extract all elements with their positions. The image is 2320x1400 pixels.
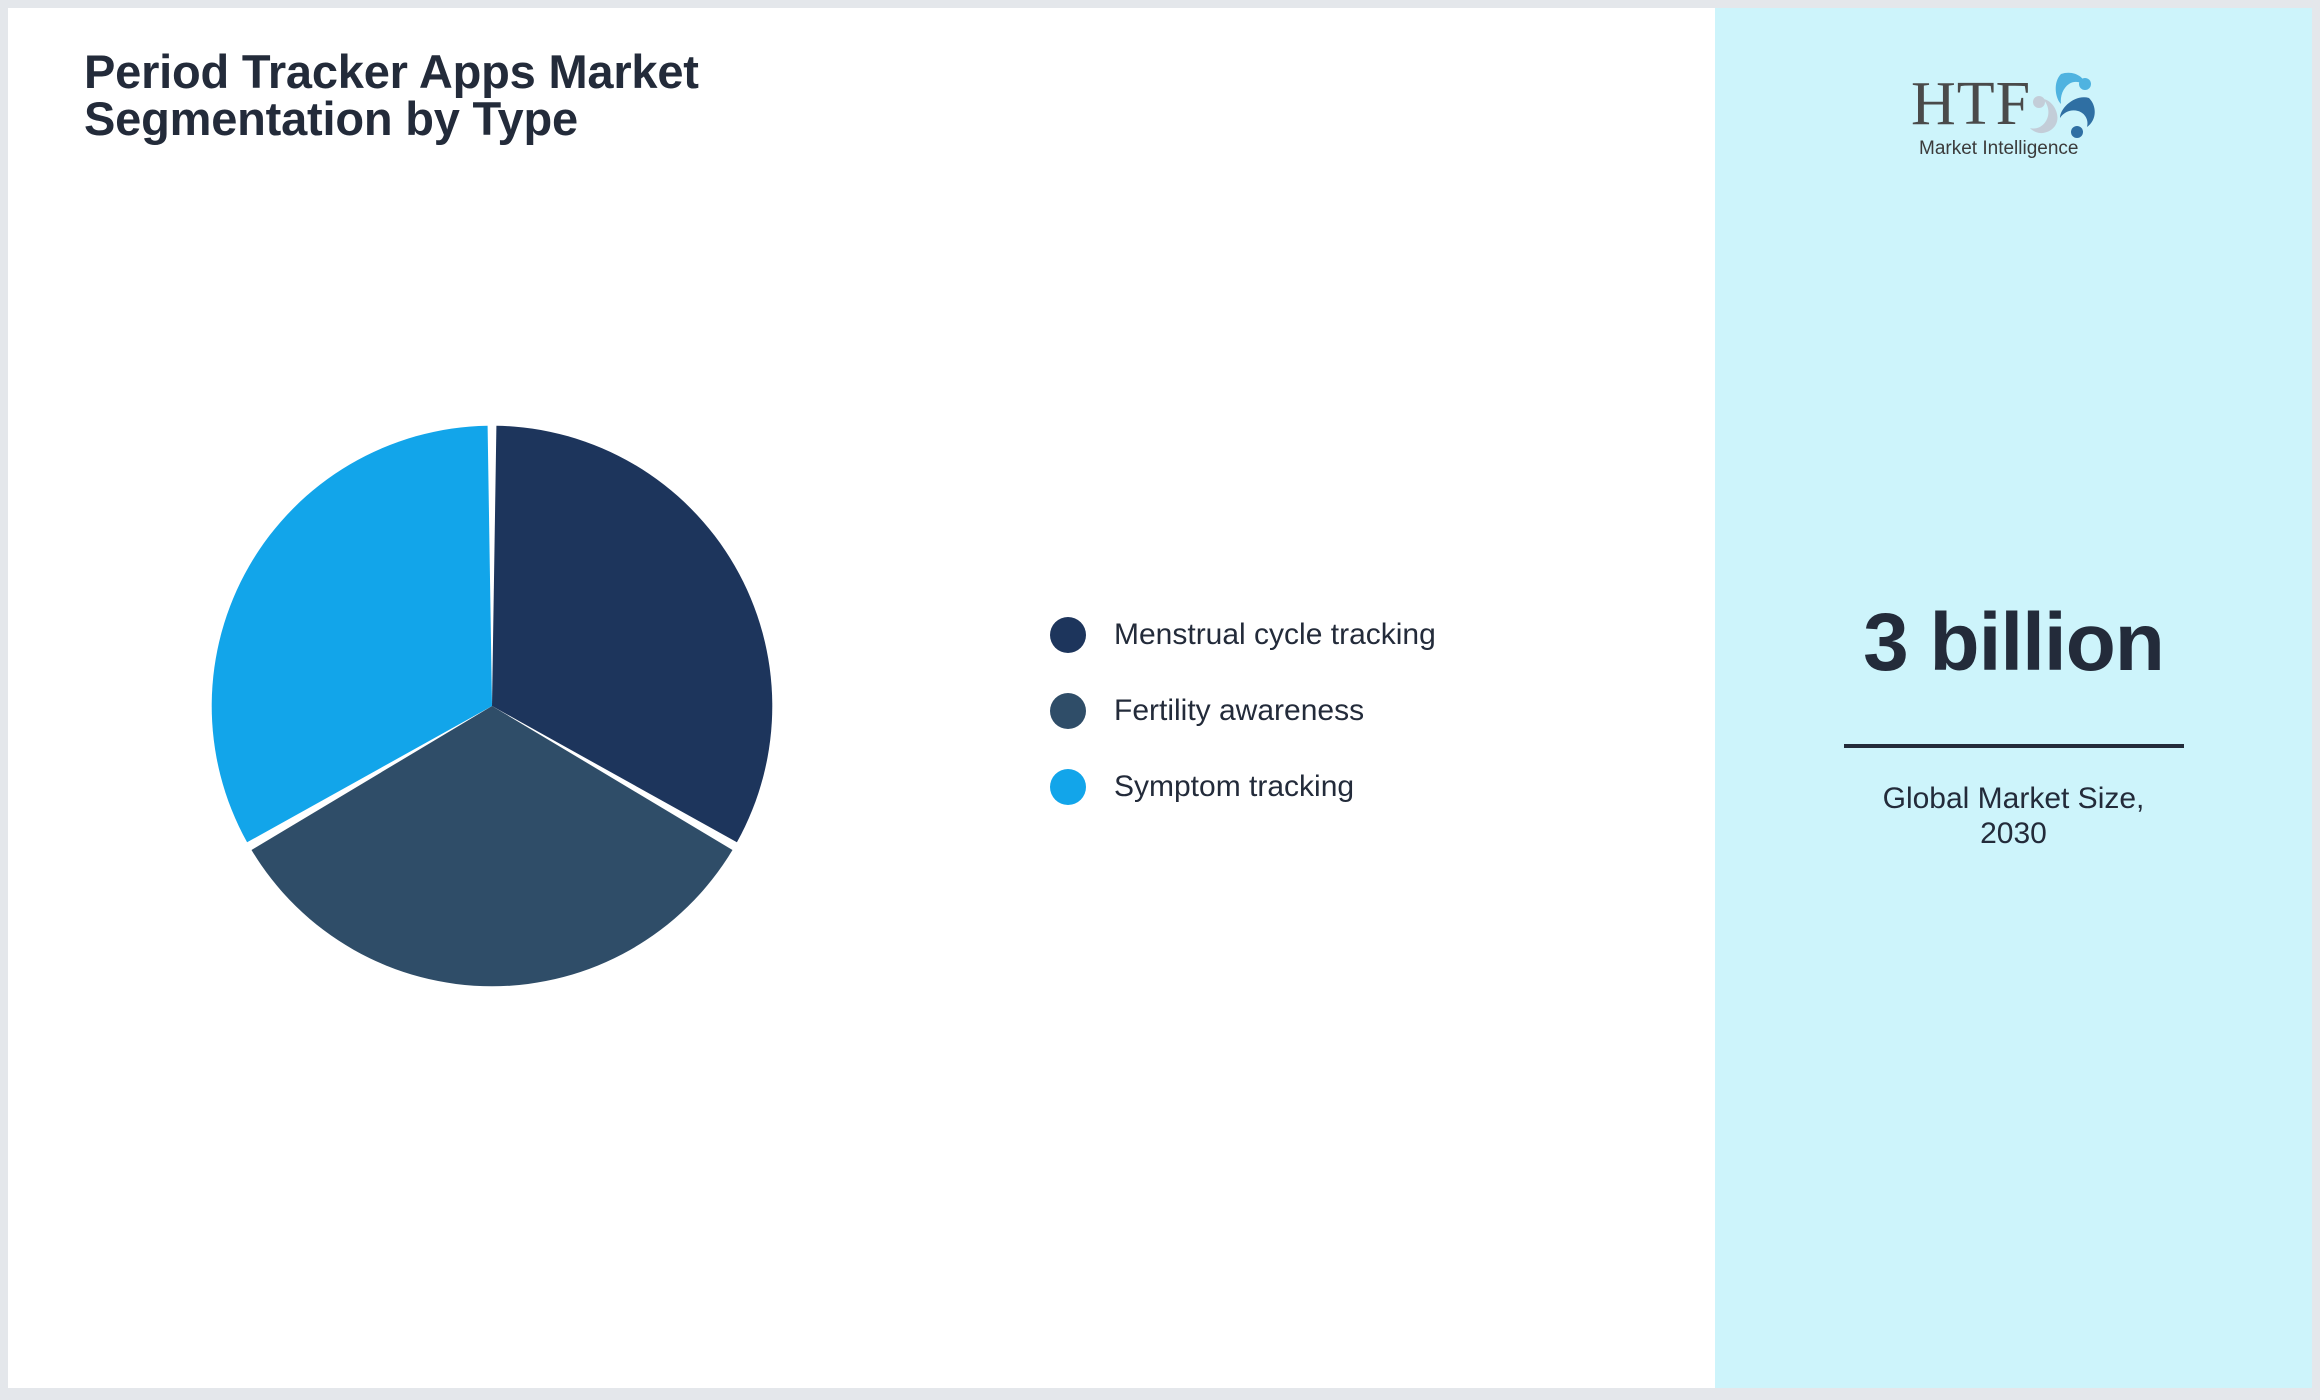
pie-chart-svg bbox=[211, 425, 773, 987]
stat-value: 3 billion bbox=[1863, 597, 2165, 688]
stat-block: 3 billion Global Market Size, 2030 bbox=[1715, 602, 2312, 851]
legend-swatch-icon bbox=[1050, 769, 1086, 805]
pie-slice-group bbox=[211, 425, 773, 987]
stat-divider bbox=[1843, 744, 2184, 748]
legend-item-fertility-awareness[interactable]: Fertility awareness bbox=[1050, 686, 1610, 736]
svg-text:HTF: HTF bbox=[1911, 70, 2031, 138]
htf-logo-icon: HTF Market Intelligence bbox=[1911, 70, 2095, 159]
htf-logo[interactable]: HTF Market Intelligence bbox=[1909, 60, 2119, 160]
pie-chart bbox=[206, 420, 778, 992]
svg-text:Market Intelligence: Market Intelligence bbox=[1919, 138, 2078, 159]
legend-item-menstrual-cycle-tracking[interactable]: Menstrual cycle tracking bbox=[1050, 610, 1610, 660]
page-title: Period Tracker Apps Market Segmentation … bbox=[84, 45, 699, 145]
legend-item-label: Symptom tracking bbox=[1114, 770, 1355, 803]
pie-slice[interactable] bbox=[211, 425, 492, 843]
stat-caption: Global Market Size, 2030 bbox=[1882, 782, 2145, 850]
legend-item-symptom-tracking[interactable]: Symptom tracking bbox=[1050, 762, 1610, 812]
legend-swatch-icon bbox=[1050, 617, 1086, 653]
pie-slice[interactable] bbox=[492, 425, 773, 843]
legend-item-label: Menstrual cycle tracking bbox=[1114, 618, 1436, 651]
chart-legend: Menstrual cycle tracking Fertility aware… bbox=[1050, 610, 1610, 812]
pie-slice[interactable] bbox=[251, 706, 733, 987]
legend-item-label: Fertility awareness bbox=[1114, 694, 1365, 727]
infographic-card: Period Tracker Apps Market Segmentation … bbox=[8, 8, 2312, 1388]
chart-panel: Period Tracker Apps Market Segmentation … bbox=[8, 8, 1715, 1388]
stat-panel: HTF Market Intelligence 3 billion Global… bbox=[1715, 8, 2312, 1388]
legend-swatch-icon bbox=[1050, 693, 1086, 729]
